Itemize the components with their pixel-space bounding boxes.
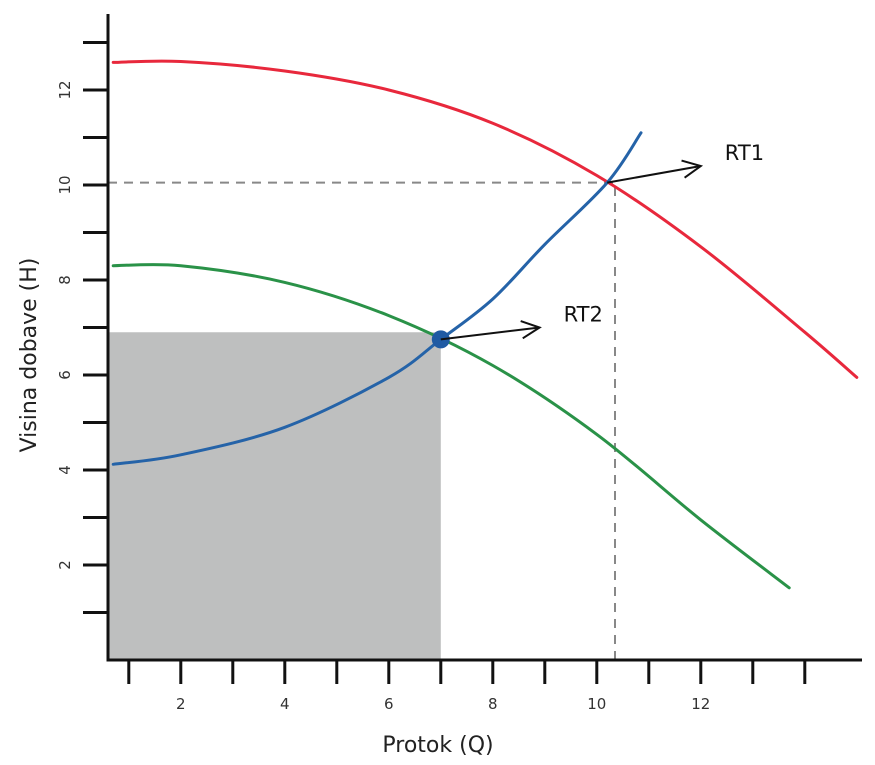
x-axis-title: Protok (Q) xyxy=(382,733,493,758)
annotation-arrowhead-rt1 xyxy=(681,159,704,179)
annotation-label-rt2: RT2 xyxy=(564,303,603,327)
x-tick-label: 10 xyxy=(587,695,606,713)
annotation-label-rt1: RT1 xyxy=(725,141,764,165)
shaded-operating-area xyxy=(108,332,441,660)
annotation-arrowhead-rt2 xyxy=(520,320,542,340)
x-tick-label: 2 xyxy=(176,695,186,713)
y-tick-label: 8 xyxy=(56,275,74,285)
y-tick-label: 12 xyxy=(56,80,74,99)
series-line-3 xyxy=(111,263,791,590)
x-tick-label: 6 xyxy=(384,695,394,713)
x-tick-label: 8 xyxy=(488,695,498,713)
annotation-arrow-rt1 xyxy=(607,165,701,184)
y-tick-label: 6 xyxy=(56,370,74,380)
x-tick-label: 4 xyxy=(280,695,290,713)
x-tick-label: 12 xyxy=(691,695,710,713)
y-tick-label: 4 xyxy=(56,465,74,475)
y-tick-label: 2 xyxy=(56,560,74,570)
y-axis-title: Visina dobave (H) xyxy=(17,258,42,453)
series-line-1 xyxy=(111,59,859,379)
y-tick-label: 10 xyxy=(56,175,74,194)
annotation-arrow-rt2 xyxy=(440,326,540,341)
